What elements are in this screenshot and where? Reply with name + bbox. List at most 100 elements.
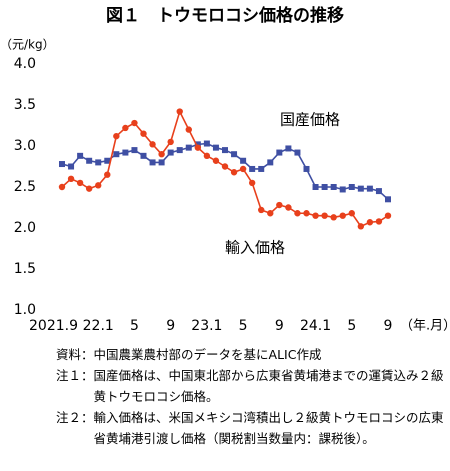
- point: [122, 149, 129, 156]
- y-tick-label: 3.0: [14, 138, 36, 154]
- point: [185, 126, 192, 133]
- point: [212, 157, 220, 164]
- point: [312, 184, 319, 190]
- point: [330, 184, 337, 190]
- note: 注２： 輸入価格は、米国メキシコ湾積出し２級黄トウモロコシの広東省黄埔港引渡し価格…: [56, 407, 446, 449]
- y-tick-label: 3.5: [14, 97, 36, 113]
- point: [167, 138, 174, 146]
- note: 資料： 中国農業農村部のデータを基にALIC作成: [56, 344, 446, 365]
- x-tick-label: 9: [166, 318, 175, 334]
- point: [312, 212, 319, 219]
- y-axis-label: （元/kg）: [0, 38, 55, 52]
- point: [267, 210, 274, 217]
- point: [303, 210, 310, 217]
- point: [140, 152, 147, 159]
- point: [221, 163, 229, 170]
- y-tick-label: 1.5: [14, 261, 36, 277]
- point: [276, 149, 283, 156]
- point: [321, 212, 328, 219]
- point: [239, 165, 247, 173]
- point: [77, 152, 84, 159]
- point: [339, 212, 346, 219]
- point: [76, 179, 84, 187]
- note-label: 注２：: [56, 410, 94, 425]
- x-axis-label: （年.月）: [400, 319, 450, 334]
- point: [303, 165, 310, 172]
- point: [176, 108, 183, 115]
- point: [104, 157, 111, 164]
- point: [230, 169, 238, 176]
- point: [267, 159, 274, 166]
- x-tick-label: 24.1: [300, 318, 331, 334]
- point: [68, 163, 75, 170]
- point: [67, 175, 75, 182]
- point: [131, 147, 138, 154]
- point: [149, 159, 156, 166]
- point: [285, 145, 292, 152]
- x-tick-label: 9: [384, 318, 393, 334]
- point: [185, 144, 192, 151]
- point: [375, 188, 382, 195]
- point: [276, 201, 283, 209]
- point: [258, 165, 265, 172]
- note-text: 国産価格は、中国東北部から広東省黄埔港までの運賃込み２級黄トウモロコシ価格。: [93, 368, 444, 404]
- note-text: 中国農業農村部のデータを基にALIC作成: [93, 347, 322, 362]
- point: [149, 141, 156, 148]
- point: [203, 152, 211, 160]
- point: [339, 186, 346, 193]
- point: [58, 183, 66, 191]
- point: [212, 144, 219, 151]
- point: [249, 165, 256, 172]
- point: [104, 171, 111, 178]
- y-tick-label: 1.0: [14, 302, 36, 318]
- series-label: 輸入価格: [225, 239, 285, 257]
- point: [113, 132, 120, 140]
- point: [222, 147, 228, 154]
- point: [366, 219, 374, 226]
- point: [357, 223, 365, 230]
- point: [231, 151, 238, 158]
- point: [248, 179, 256, 187]
- point: [294, 149, 301, 156]
- point: [113, 151, 120, 158]
- point: [59, 161, 65, 168]
- point: [203, 140, 210, 147]
- point: [140, 130, 147, 137]
- point: [294, 210, 301, 217]
- chart: 図１ トウモロコシ価格の推移 （元/kg） （年.月） 1.0 1.5 2.0 2.5…: [0, 5, 450, 334]
- point: [384, 212, 392, 219]
- point: [158, 159, 165, 166]
- point: [167, 149, 174, 156]
- x-tick-label: 22.1: [83, 318, 114, 334]
- x-tick-label: 5: [347, 318, 356, 334]
- x-tick-label: 9: [275, 318, 284, 334]
- y-tick-label: 2.0: [14, 220, 36, 236]
- point: [85, 185, 93, 192]
- point: [194, 144, 202, 151]
- point: [366, 185, 373, 192]
- note-label: 資料：: [56, 347, 94, 362]
- x-tick-label: 2021.9: [29, 318, 78, 334]
- series-label: 国産価格: [280, 111, 340, 129]
- point: [375, 218, 383, 225]
- point: [95, 159, 102, 166]
- y-tick-label: 2.5: [14, 179, 36, 195]
- point: [357, 185, 364, 192]
- point: [330, 214, 337, 221]
- note-text: 輸入価格は、米国メキシコ湾積出し２級黄トウモロコシの広東省黄埔港引渡し価格（関税…: [93, 410, 444, 446]
- point: [176, 147, 183, 154]
- chart-title: 図１ トウモロコシ価格の推移: [106, 5, 344, 26]
- point: [95, 182, 102, 189]
- point: [158, 151, 165, 158]
- point: [321, 184, 328, 190]
- notes: 資料： 中国農業農村部のデータを基にALIC作成 注１： 国産価格は、中国東北部から広…: [56, 344, 446, 449]
- point: [86, 157, 93, 164]
- point: [348, 184, 355, 190]
- point: [131, 119, 138, 127]
- point: [348, 210, 355, 217]
- x-tick-label: 5: [130, 318, 139, 334]
- point: [258, 206, 265, 214]
- point: [194, 141, 201, 148]
- point: [385, 196, 391, 203]
